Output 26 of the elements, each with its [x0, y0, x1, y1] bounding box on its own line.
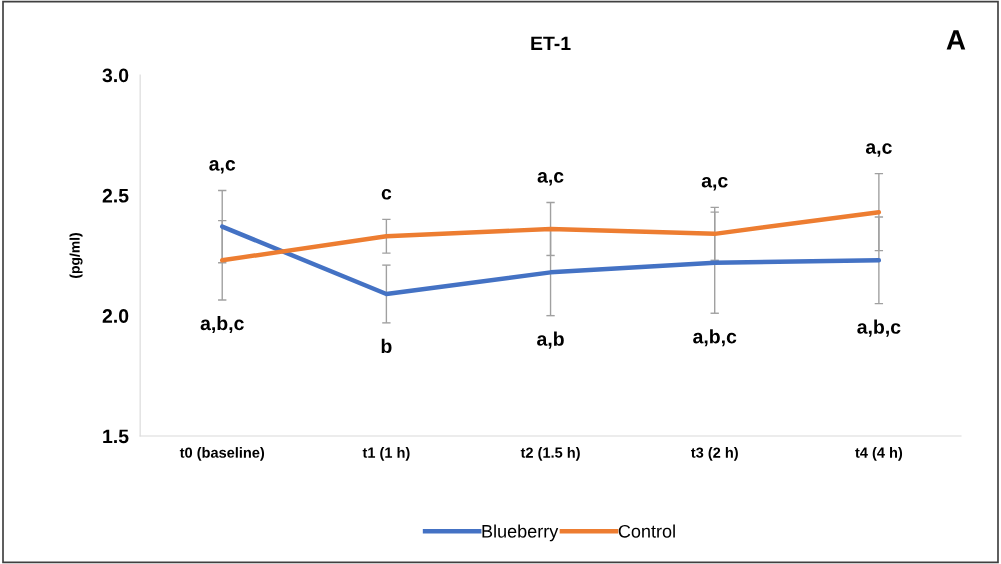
annotation: a,c [865, 143, 892, 157]
legend-label: Blueberry [482, 524, 559, 542]
legend-label: Control [618, 524, 675, 538]
y-tick-label: 2.0 [102, 309, 129, 323]
y-tick-label: 1.5 [103, 429, 129, 444]
x-tick-label: t3 (2 h) [690, 447, 738, 461]
x-tick-label: t2 (1.5 h) [520, 447, 580, 461]
annotation: a,c [209, 160, 236, 174]
line-series [220, 209, 882, 263]
x-tick-label: t4 (4 h) [855, 447, 903, 461]
line-series [220, 224, 882, 297]
annotation: a,c [701, 176, 728, 191]
annotation: a,b,c [857, 319, 901, 337]
y-axis-title: (pg/ml) [69, 233, 83, 278]
annotation: a,b [537, 331, 564, 349]
text: A [946, 30, 966, 50]
x-tick-label: t1 (1 h) [362, 447, 410, 461]
annotation: c [381, 188, 392, 200]
chart-title: ET-1 [531, 36, 571, 51]
annotation: a,b,c [200, 315, 244, 334]
x-tick-label: t0 (baseline) [179, 447, 265, 461]
y-tick-label: 3.0 [102, 68, 129, 83]
annotation: a,c [537, 172, 564, 186]
annotation: b [381, 338, 392, 354]
annotation: a,b,c [693, 329, 737, 347]
y-tick-label: 2.5 [102, 188, 129, 203]
